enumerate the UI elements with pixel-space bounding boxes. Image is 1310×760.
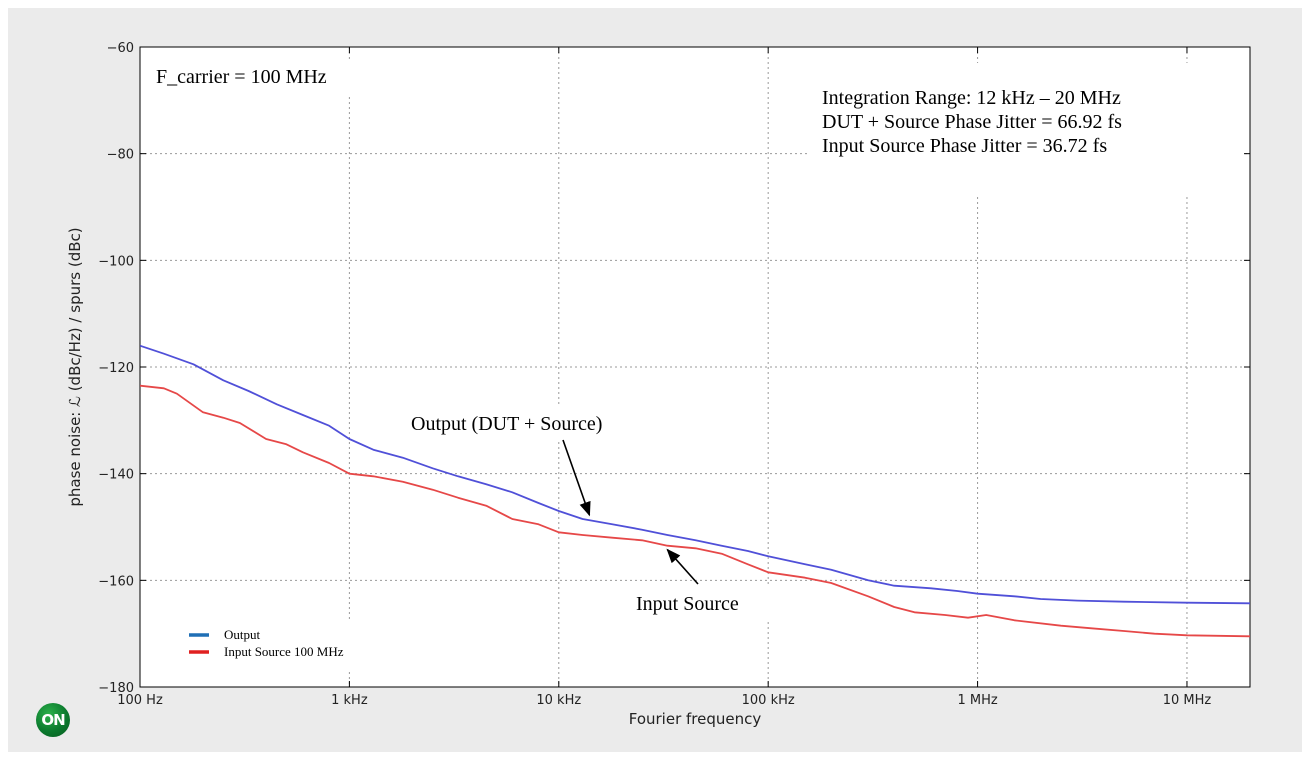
- x-tick-label: 1 MHz: [957, 693, 997, 708]
- y-tick-label: −80: [107, 148, 134, 163]
- series-line-output: [140, 344, 1250, 605]
- y-tick-label: −140: [98, 468, 134, 483]
- legend-box: [180, 620, 410, 670]
- carrier-label: F_carrier = 100 MHz: [156, 66, 327, 88]
- x-tick-label: 100 Hz: [117, 693, 163, 708]
- x-tick-label: 100 kHz: [742, 693, 795, 708]
- on-logo-icon: ON: [36, 703, 70, 737]
- legend-label-output: Output: [224, 627, 261, 642]
- phase-noise-chart: 100 Hz 1 kHz 10 kHz 100 kHz 1 MHz 10 MHz −60 −8…: [66, 41, 1251, 728]
- input-callout-arrow: [666, 548, 699, 585]
- input-callout-label: Input Source: [636, 593, 739, 615]
- output-callout-label: Output (DUT + Source): [411, 413, 602, 435]
- legend-label-input: Input Source 100 MHz: [224, 644, 344, 659]
- chart-panel: 100 Hz 1 kHz 10 kHz 100 kHz 1 MHz 10 MHz −60 −8…: [8, 8, 1302, 752]
- x-tick-label: 1 kHz: [331, 693, 368, 708]
- axis-ticks: 100 Hz 1 kHz 10 kHz 100 kHz 1 MHz 10 MHz −60 −8…: [98, 41, 1250, 708]
- x-axis-title: Fourier frequency: [629, 710, 762, 728]
- integration-box: [810, 63, 1244, 195]
- integration-range-text: Integration Range: 12 kHz – 20 MHz: [822, 87, 1121, 109]
- input-jitter-text: Input Source Phase Jitter = 36.72 fs: [822, 135, 1107, 157]
- output-callout-arrow: [562, 439, 591, 517]
- y-tick-label: −180: [98, 681, 134, 696]
- y-tick-label: −120: [98, 361, 134, 376]
- y-tick-label: −160: [98, 574, 134, 589]
- x-tick-label: 10 kHz: [536, 693, 581, 708]
- y-tick-label: −100: [98, 254, 134, 269]
- output-callout-box: [404, 404, 678, 440]
- series-line-input-source: [140, 384, 1250, 638]
- dut-jitter-text: DUT + Source Phase Jitter = 66.92 fs: [822, 111, 1122, 133]
- y-tick-label: −60: [107, 41, 134, 56]
- carrier-box: [148, 59, 398, 97]
- input-callout-box: [626, 584, 786, 620]
- series-lines: [140, 344, 1250, 638]
- x-tick-label: 10 MHz: [1163, 693, 1212, 708]
- y-axis-title: phase noise: ℒ (dBc/Hz) / spurs (dBc): [66, 227, 84, 506]
